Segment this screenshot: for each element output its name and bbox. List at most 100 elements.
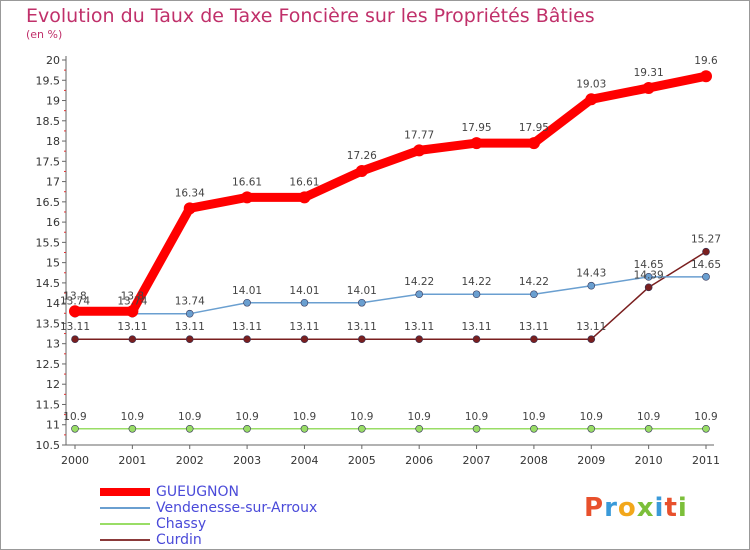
data-point [243, 424, 251, 433]
y-tick-label: 14.5 [36, 277, 61, 290]
logo-letter: x [636, 493, 655, 523]
data-label: 19.03 [576, 78, 606, 90]
x-tick-label: 2001 [118, 454, 146, 467]
x-tick-label: 2000 [61, 454, 89, 467]
logo-letter: r [604, 493, 618, 523]
data-point [413, 144, 426, 157]
data-point [472, 424, 481, 433]
data-label: 13.11 [404, 321, 434, 333]
y-tick-label: 20 [46, 54, 60, 67]
data-point [700, 70, 712, 83]
legend-swatch [100, 523, 150, 525]
x-tick-label: 2010 [635, 454, 663, 467]
data-point [71, 424, 79, 433]
data-label: 13.11 [117, 321, 147, 333]
unit-label: (en %) [26, 28, 63, 41]
x-tick-label: 2008 [520, 454, 548, 467]
legend-swatch [100, 539, 150, 541]
y-tick-label: 18 [46, 135, 60, 148]
data-label: 13.11 [175, 321, 205, 333]
data-point [530, 424, 538, 433]
logo-letter: o [617, 493, 637, 523]
data-point [185, 424, 194, 433]
data-point [587, 335, 596, 344]
y-tick-label: 19 [46, 95, 60, 108]
data-point [358, 424, 366, 433]
data-point [644, 283, 653, 292]
data-point [355, 165, 368, 178]
data-label: 13.74 [117, 296, 147, 308]
data-point [527, 137, 540, 150]
data-point [243, 335, 251, 344]
logo-letter: t [664, 493, 678, 523]
data-label: 17.26 [347, 150, 377, 162]
data-label: 15.27 [691, 234, 721, 246]
legend-label: GUEUGNON [156, 484, 240, 500]
series-line-vendenesse-sur-arroux [75, 276, 706, 315]
data-label: 19.31 [634, 67, 664, 79]
y-tick-label: 12.5 [36, 358, 61, 371]
data-point [470, 137, 483, 150]
data-point [128, 335, 137, 344]
logo-letter: i [654, 493, 665, 523]
x-tick-label: 2007 [463, 454, 491, 467]
data-label: 13.11 [60, 321, 90, 333]
y-tick-label: 11.5 [36, 398, 61, 411]
data-label: 14.39 [634, 269, 664, 281]
y-tick-label: 13.5 [36, 317, 61, 330]
data-point [415, 290, 423, 299]
data-label: 10.9 [407, 411, 430, 423]
data-label: 10.9 [235, 411, 258, 423]
data-label: 10.9 [694, 411, 717, 423]
y-tick-label: 15.5 [36, 236, 61, 249]
data-label: 10.9 [178, 411, 201, 423]
data-label: 13.74 [175, 296, 205, 308]
x-tick-label: 2009 [577, 454, 605, 467]
logo-letter: P [584, 493, 605, 523]
data-point [644, 273, 653, 281]
data-point [642, 81, 655, 94]
x-tick-label: 2004 [290, 454, 318, 467]
data-label: 10.9 [350, 411, 373, 423]
data-point [587, 424, 596, 433]
data-point [358, 335, 366, 344]
proxiti-logo: Proxiti [584, 493, 688, 523]
data-label: 14.22 [404, 276, 434, 288]
legend-swatch [100, 488, 150, 496]
data-point [415, 335, 423, 344]
data-label: 14.01 [289, 285, 319, 297]
data-label: 14.01 [347, 285, 377, 297]
data-point [185, 335, 194, 344]
data-label: 14.22 [462, 276, 492, 288]
data-point [530, 290, 538, 299]
data-label: 13.74 [60, 296, 90, 308]
data-label: 10.9 [580, 411, 603, 423]
data-point [644, 424, 653, 433]
data-point [472, 290, 481, 299]
data-point [241, 191, 254, 204]
data-point [702, 273, 710, 281]
legend-swatch [100, 507, 150, 509]
y-tick-label: 17 [46, 176, 60, 189]
data-label: 17.77 [404, 129, 434, 141]
data-label: 13.11 [519, 321, 549, 333]
data-label: 13.11 [232, 321, 262, 333]
data-label: 10.9 [121, 411, 144, 423]
data-label: 14.43 [576, 268, 606, 280]
data-label: 16.61 [232, 176, 262, 188]
data-label: 13.11 [576, 321, 606, 333]
y-tick-label: 15 [46, 257, 60, 270]
data-label: 17.95 [462, 122, 492, 134]
x-tick-label: 2005 [348, 454, 376, 467]
data-label: 13.8 [121, 290, 144, 302]
data-label: 10.9 [637, 411, 660, 423]
data-label: 13.11 [289, 321, 319, 333]
data-label: 19.6 [694, 55, 718, 67]
data-label: 17.95 [519, 122, 549, 134]
data-point [128, 424, 137, 433]
series-line-curdin [75, 251, 707, 340]
data-label: 10.9 [522, 411, 545, 423]
x-tick-label: 2003 [233, 454, 261, 467]
data-point [702, 247, 710, 256]
data-label: 14.65 [634, 259, 664, 271]
